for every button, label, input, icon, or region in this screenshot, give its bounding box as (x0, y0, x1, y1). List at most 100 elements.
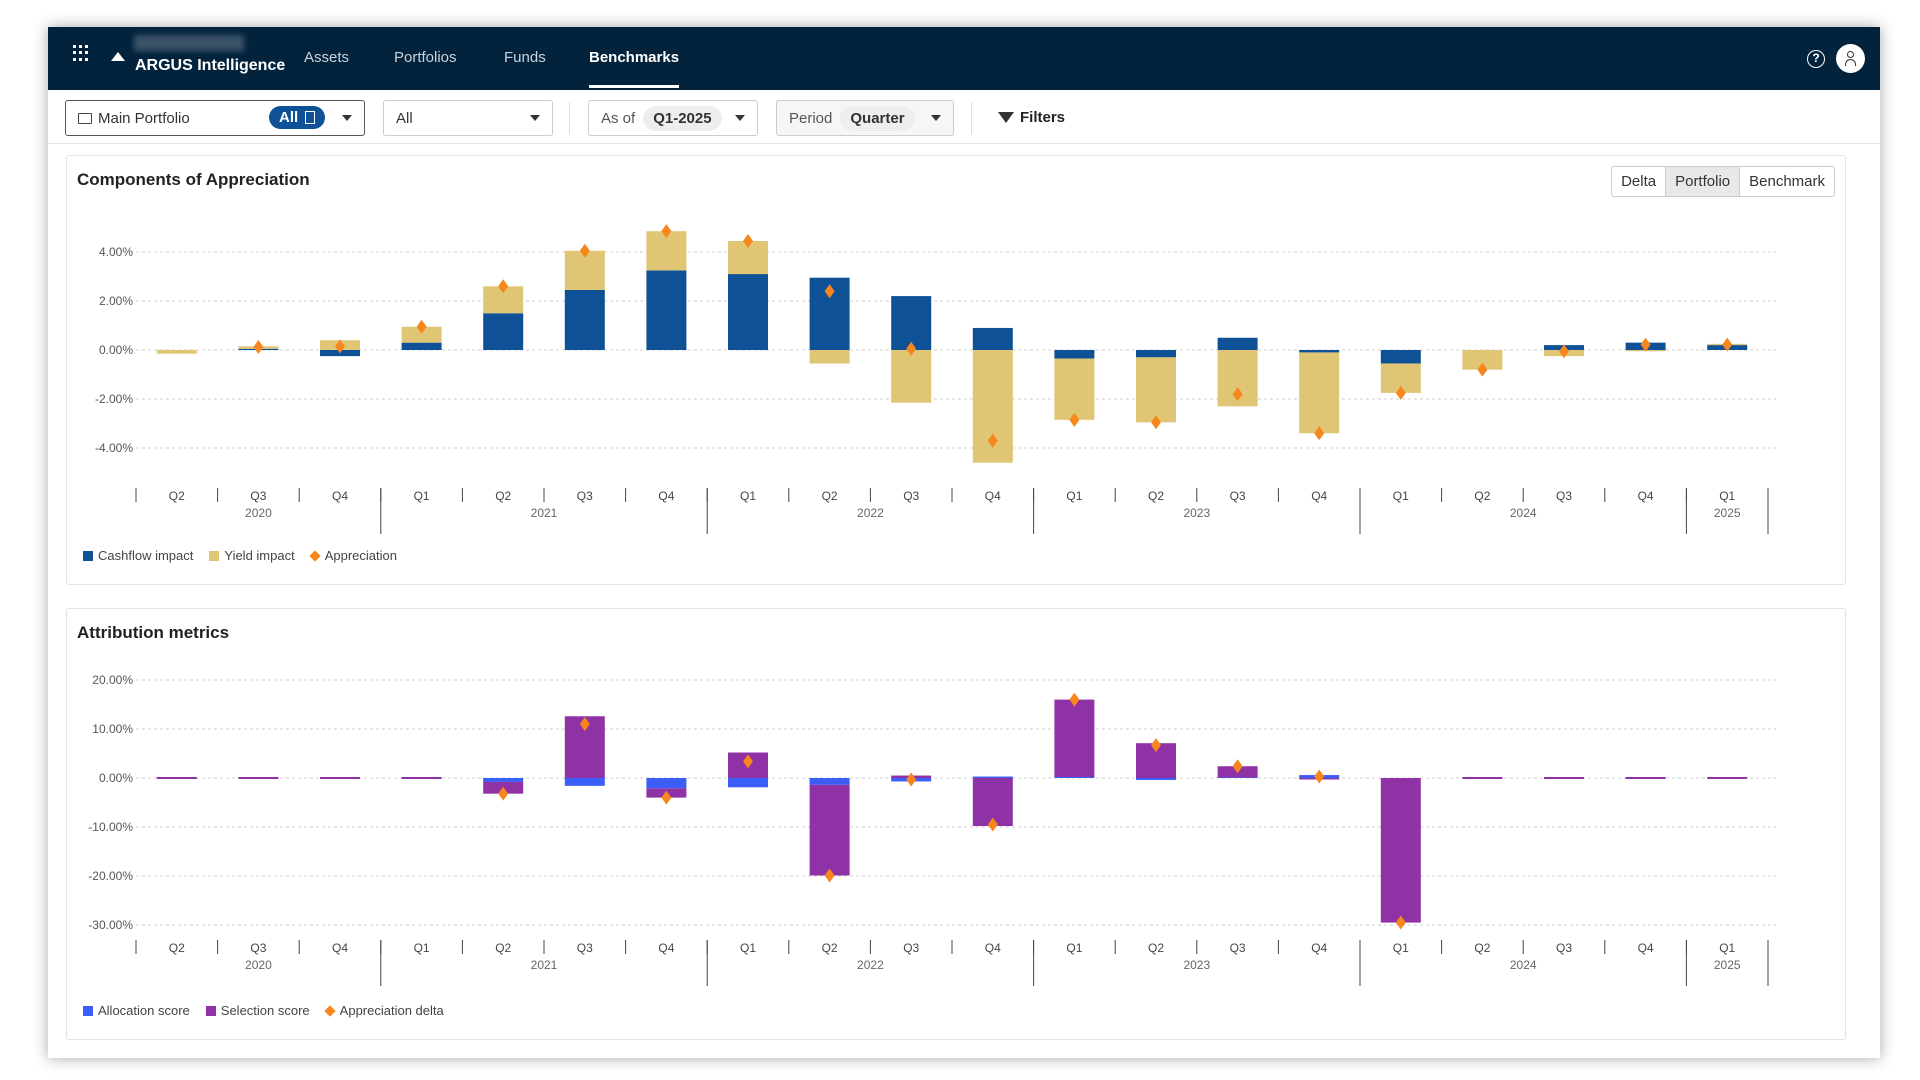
bar-selection-score (156, 777, 197, 779)
y-tick-label: -10.00% (88, 820, 133, 834)
y-tick-label: -4.00% (95, 441, 133, 455)
year-label: 2021 (531, 958, 558, 972)
card-title: Attribution metrics (77, 623, 230, 642)
top-nav: ARGUS Intelligence Assets Portfolios Fun… (48, 27, 1880, 90)
x-tick-label: Q3 (577, 489, 593, 503)
bar-yield-impact (1136, 357, 1176, 423)
bar-selection-score (1054, 699, 1095, 778)
logo-icon (111, 52, 125, 61)
bar-yield-impact (401, 326, 442, 343)
marker-appreciation (1395, 385, 1406, 400)
chevron-down-icon (735, 115, 745, 121)
marker-appreciation (1232, 387, 1243, 402)
marker-appreciation (987, 433, 998, 448)
x-tick-label: Q2 (1474, 489, 1490, 503)
help-icon[interactable]: ? (1807, 50, 1825, 68)
bar-yield-impact (891, 350, 932, 403)
x-tick-label: Q2 (169, 489, 185, 503)
marker-appreciation (1722, 337, 1733, 352)
toggle-portfolio[interactable]: Portfolio (1665, 167, 1740, 196)
period-dropdown[interactable]: Period Quarter (776, 100, 954, 136)
x-tick-label: Q3 (903, 941, 919, 955)
marker-appreciation-delta (661, 790, 672, 805)
user-avatar[interactable] (1836, 44, 1865, 73)
components-of-appreciation-card: Components of Appreciation Delta Portfol… (66, 155, 1846, 585)
marker-appreciation (661, 224, 672, 239)
period-label: Period (789, 109, 833, 127)
x-tick-label: Q4 (1638, 489, 1654, 503)
marker-appreciation (743, 233, 753, 248)
year-label: 2022 (857, 506, 884, 520)
bar-selection-score (320, 777, 360, 779)
bar-yield-impact (809, 350, 850, 364)
y-tick-label: -20.00% (88, 869, 133, 883)
y-tick-label: -30.00% (88, 918, 133, 932)
x-tick-label: Q3 (1556, 489, 1572, 503)
bar-allocation-score (564, 778, 605, 786)
x-tick-label: Q4 (332, 489, 348, 503)
x-tick-label: Q1 (1393, 489, 1409, 503)
legend-selection[interactable]: Selection score (205, 1003, 310, 1018)
toggle-benchmark[interactable]: Benchmark (1739, 167, 1834, 196)
portfolio-dropdown[interactable]: Main Portfolio All (65, 100, 365, 136)
year-label: 2024 (1510, 958, 1537, 972)
x-tick-label: Q3 (1556, 941, 1572, 955)
x-tick-label: Q2 (1148, 941, 1164, 955)
year-label: 2020 (245, 506, 272, 520)
marker-appreciation (906, 341, 917, 356)
legend-cashflow[interactable]: Cashflow impact (83, 548, 193, 563)
chart-legend: Cashflow impact Yield impact Appreciatio… (83, 548, 397, 563)
x-tick-label: Q4 (332, 941, 348, 955)
marker-appreciation (416, 319, 427, 334)
x-tick-label: Q3 (1230, 489, 1246, 503)
apps-grid-icon[interactable] (73, 45, 89, 61)
legend-yield[interactable]: Yield impact (209, 548, 295, 563)
year-label: 2023 (1183, 958, 1210, 972)
y-tick-label: 20.00% (92, 673, 133, 687)
portfolio-all-pill[interactable]: All (269, 106, 326, 129)
y-tick-label: 10.00% (92, 722, 133, 736)
bar-yield-impact (1462, 350, 1503, 370)
bar-yield-impact (1054, 358, 1095, 420)
view-toggle: Delta Portfolio Benchmark (1611, 166, 1835, 197)
x-tick-label: Q4 (985, 489, 1001, 503)
bar-selection-score (1625, 777, 1666, 779)
legend-appreciation-delta[interactable]: Appreciation delta (324, 1003, 444, 1018)
chart-legend: Allocation score Selection score Appreci… (83, 1003, 444, 1018)
nav-funds[interactable]: Funds (504, 49, 546, 66)
year-label: 2023 (1183, 506, 1210, 520)
secondary-dropdown[interactable]: All (383, 100, 553, 136)
as-of-dropdown[interactable]: As of Q1-2025 (588, 100, 758, 136)
year-label: 2025 (1714, 958, 1741, 972)
legend-allocation[interactable]: Allocation score (83, 1003, 190, 1018)
y-tick-label: 0.00% (99, 771, 133, 785)
x-tick-label: Q1 (1066, 489, 1082, 503)
attribution-metrics-card: Attribution metrics 20.00% 10.00% 0.00% -10… (66, 608, 1846, 1040)
y-tick-label: 4.00% (99, 245, 133, 259)
marker-appreciation (579, 243, 590, 258)
nav-portfolios[interactable]: Portfolios (394, 49, 457, 66)
marker-appreciation-delta (1232, 759, 1243, 774)
portfolio-name: Main Portfolio (98, 109, 190, 127)
bar-yield-impact (1299, 352, 1340, 434)
marker-appreciation (1151, 415, 1161, 430)
x-tick-label: Q2 (495, 941, 511, 955)
attribution-chart: 20.00% 10.00% 0.00% -10.00% -20.00% -30.00% Q2… (88, 673, 1776, 986)
bar-cashflow-impact (1136, 350, 1176, 358)
filter-icon (998, 112, 1014, 123)
x-tick-label: Q4 (1311, 941, 1327, 955)
bar-selection-score (238, 777, 279, 779)
legend-appreciation[interactable]: Appreciation (309, 548, 397, 563)
x-tick-label: Q1 (1719, 941, 1735, 955)
y-tick-label: 2.00% (99, 294, 133, 308)
x-tick-label: Q3 (577, 941, 593, 955)
nav-assets[interactable]: Assets (304, 49, 350, 66)
brand-blurred-logo (134, 35, 244, 51)
x-tick-label: Q2 (495, 489, 511, 503)
filters-button[interactable]: Filters (998, 109, 1065, 126)
marker-appreciation (1477, 362, 1488, 377)
brand-name[interactable]: ARGUS Intelligence (135, 57, 286, 74)
nav-benchmarks[interactable]: Benchmarks (589, 49, 680, 88)
toggle-delta[interactable]: Delta (1621, 173, 1657, 190)
marker-appreciation-delta (498, 786, 509, 801)
